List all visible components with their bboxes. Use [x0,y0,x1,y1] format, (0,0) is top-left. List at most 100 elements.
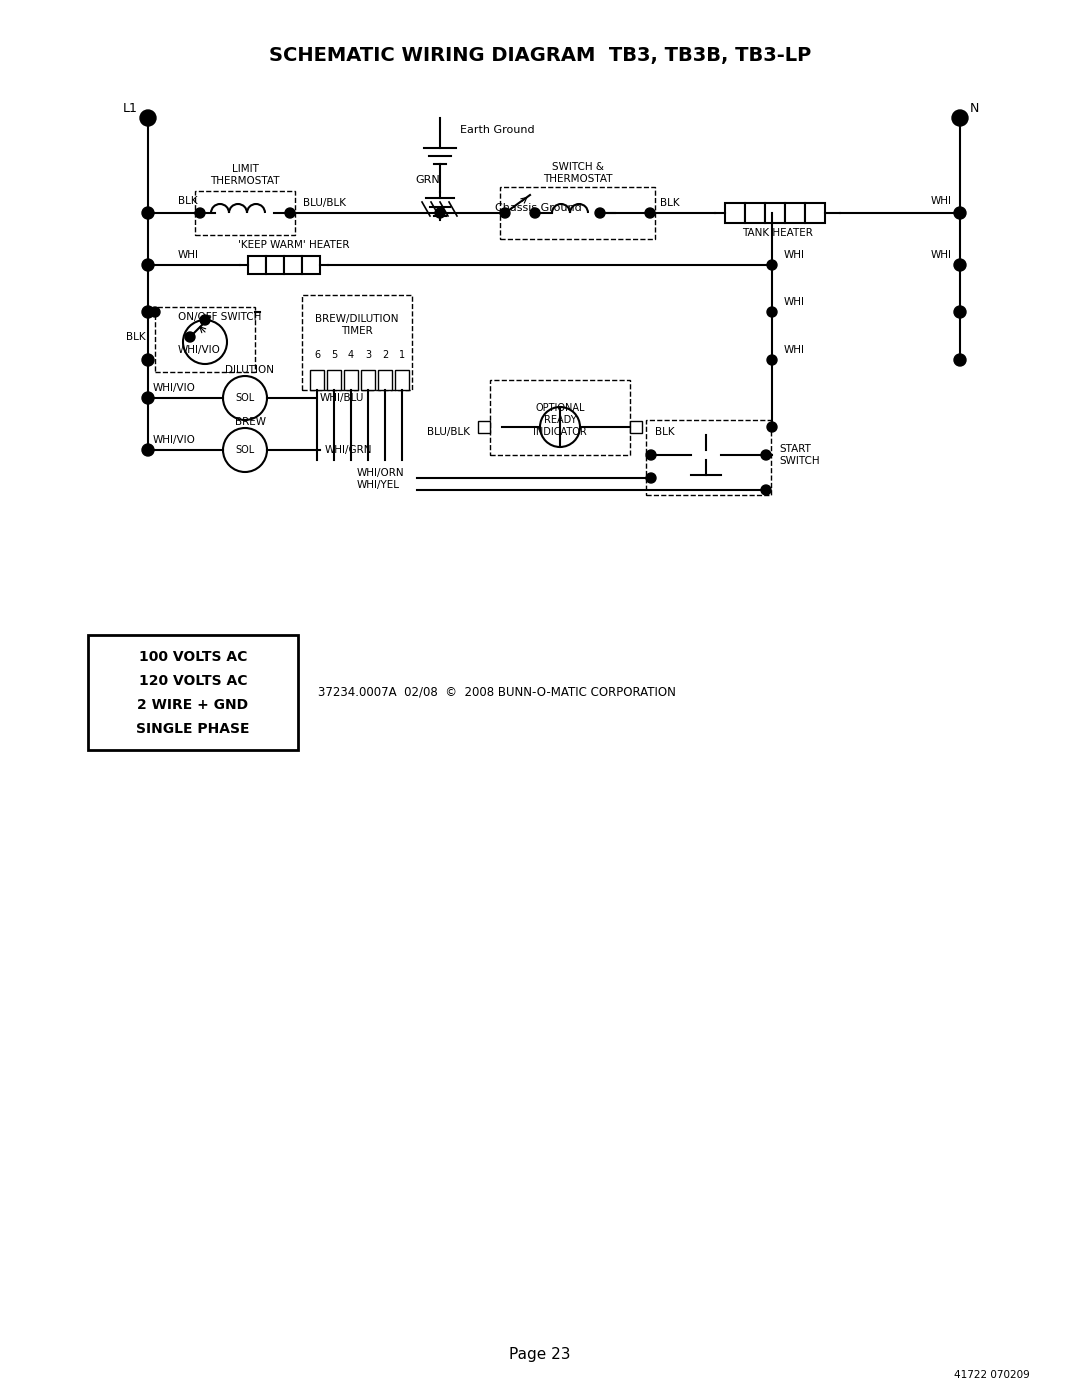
Bar [302,256,320,274]
Bar [395,370,409,390]
Circle shape [141,306,154,319]
Text: BLU/BLK: BLU/BLK [427,427,470,437]
Text: 'KEEP WARM' HEATER: 'KEEP WARM' HEATER [239,240,350,250]
Text: Earth Ground: Earth Ground [460,124,535,136]
Text: 41722 070209: 41722 070209 [955,1370,1030,1380]
Text: WHI/YEL: WHI/YEL [357,481,400,490]
Text: WHI: WHI [178,250,199,260]
Text: Page 23: Page 23 [510,1348,570,1362]
Text: WHI/VIO: WHI/VIO [153,434,195,446]
Circle shape [185,332,195,342]
Circle shape [767,422,777,432]
Text: 3: 3 [365,351,372,360]
Bar [248,256,266,274]
Bar [87,636,298,750]
Text: ON/OFF SWITCH: ON/OFF SWITCH [178,312,261,321]
Circle shape [141,444,154,455]
Bar [345,370,357,390]
Text: 100 VOLTS AC: 100 VOLTS AC [139,650,247,664]
Text: WHI: WHI [784,298,805,307]
Bar [327,370,341,390]
Text: TANK HEATER: TANK HEATER [742,228,812,237]
Text: WHI: WHI [931,196,951,205]
Circle shape [141,258,154,271]
Bar [646,420,771,495]
Text: 2 WIRE + GND: 2 WIRE + GND [137,698,248,712]
Text: SINGLE PHASE: SINGLE PHASE [136,722,249,736]
Text: BLK: BLK [178,196,198,205]
Text: 6: 6 [314,351,320,360]
Text: WHI/BLU: WHI/BLU [320,393,364,402]
Bar [478,420,490,433]
Circle shape [954,353,966,366]
Bar [310,370,324,390]
Circle shape [954,306,966,319]
Circle shape [951,110,968,126]
Circle shape [150,307,160,317]
Bar [284,256,302,274]
Bar [361,370,375,390]
Bar [195,191,295,235]
Bar [765,203,785,224]
Text: BREW: BREW [234,416,266,427]
Circle shape [435,208,445,218]
Text: BLK: BLK [660,198,679,208]
Bar [805,203,825,224]
Text: WHI: WHI [784,250,805,260]
Circle shape [500,208,510,218]
Circle shape [767,355,777,365]
Text: START
SWITCH: START SWITCH [779,444,820,465]
Bar [630,420,642,433]
Text: L1: L1 [123,102,138,115]
Circle shape [200,314,210,326]
Bar [266,256,284,274]
Text: SCHEMATIC WIRING DIAGRAM  TB3, TB3B, TB3-LP: SCHEMATIC WIRING DIAGRAM TB3, TB3B, TB3-… [269,46,811,64]
Circle shape [141,353,154,366]
Text: WHI/ORN: WHI/ORN [357,468,405,478]
Text: 120 VOLTS AC: 120 VOLTS AC [138,673,247,687]
Text: OPTIONAL
READY
INDICATOR: OPTIONAL READY INDICATOR [534,404,586,437]
Bar [785,203,805,224]
Text: DILUTION: DILUTION [226,365,274,374]
Text: SOL: SOL [235,446,255,455]
Circle shape [954,258,966,271]
Circle shape [141,207,154,219]
Bar [725,203,745,224]
Text: SWITCH &
THERMOSTAT: SWITCH & THERMOSTAT [543,162,612,184]
Circle shape [954,207,966,219]
Circle shape [530,208,540,218]
Text: WHI: WHI [931,250,951,260]
Circle shape [767,307,777,317]
Text: LIMIT
THERMOSTAT: LIMIT THERMOSTAT [211,165,280,186]
Bar [500,187,654,239]
Circle shape [285,208,295,218]
Text: BREW/DILUTION
TIMER: BREW/DILUTION TIMER [315,314,399,335]
Text: 5: 5 [330,351,337,360]
Text: 4: 4 [348,351,354,360]
Text: WHI/VIO: WHI/VIO [153,383,195,393]
Circle shape [141,393,154,404]
Circle shape [646,450,656,460]
Circle shape [195,208,205,218]
Text: BLK: BLK [654,427,675,437]
Text: WHI/GRN: WHI/GRN [325,446,373,455]
Text: BLU/BLK: BLU/BLK [303,198,346,208]
Bar [378,370,392,390]
Text: BLK: BLK [126,332,146,342]
Text: SOL: SOL [235,393,255,402]
Bar [490,380,630,455]
Text: 37234.0007A  02/08  ©  2008 BUNN-O-MATIC CORPORATION: 37234.0007A 02/08 © 2008 BUNN-O-MATIC CO… [318,686,676,698]
Text: N: N [970,102,980,115]
Bar [745,203,765,224]
Circle shape [595,208,605,218]
Bar [156,307,255,372]
Circle shape [645,208,654,218]
Circle shape [761,450,771,460]
Text: 1: 1 [399,351,405,360]
Bar [302,295,411,390]
Circle shape [761,485,771,495]
Circle shape [140,110,156,126]
Circle shape [767,260,777,270]
Text: WHI: WHI [784,345,805,355]
Text: GRN: GRN [416,175,441,184]
